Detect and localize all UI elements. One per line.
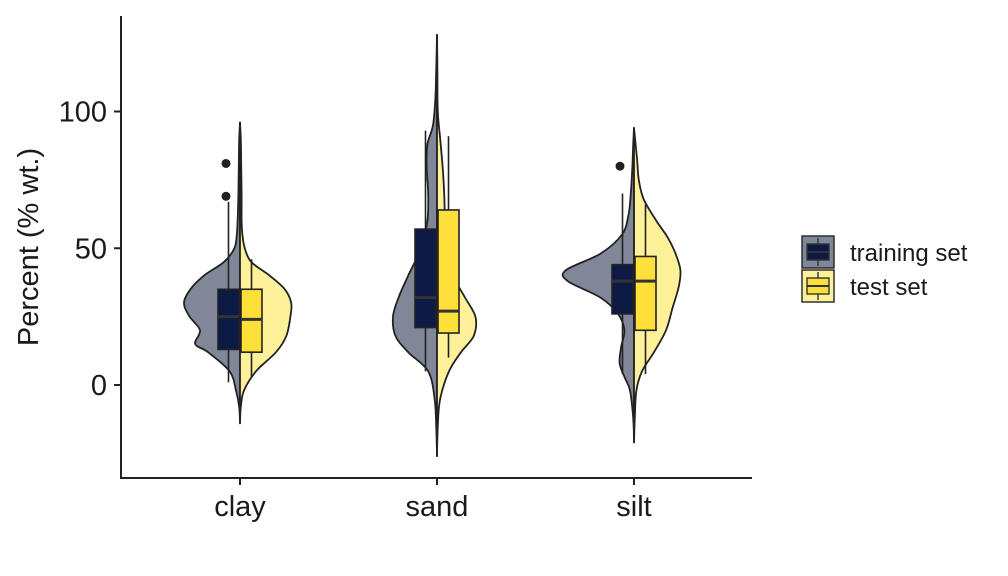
y-tick-label-50: 50 <box>75 233 107 265</box>
legend: training set test set <box>801 235 968 303</box>
x-tick-label-sand: sand <box>406 491 469 523</box>
violin-training-silt <box>561 127 635 444</box>
violin-test-clay <box>239 121 293 425</box>
axes: Percent (% wt.) 0 50 100 clay sand silt <box>13 16 752 523</box>
box-test-sand <box>437 209 460 334</box>
box-training-sand <box>414 228 437 329</box>
x-tick-label-clay: clay <box>214 491 266 523</box>
violin-training-clay <box>183 121 241 425</box>
box-training-clay <box>217 288 240 351</box>
box-training-silt <box>611 263 634 315</box>
legend-label-training: training set <box>850 240 968 267</box>
x-tick-label-silt: silt <box>616 491 651 523</box>
outlier-training-silt-0 <box>615 161 625 171</box>
box-test-silt <box>634 255 657 332</box>
outlier-training-clay-1 <box>221 158 231 168</box>
y-tick-label-100: 100 <box>59 97 107 129</box>
y-tick-label-0: 0 <box>91 370 107 402</box>
y-axis-title: Percent (% wt.) <box>13 148 45 346</box>
outlier-training-clay-0 <box>221 191 231 201</box>
legend-label-test: test set <box>850 274 928 301</box>
plot-area <box>183 34 682 457</box>
